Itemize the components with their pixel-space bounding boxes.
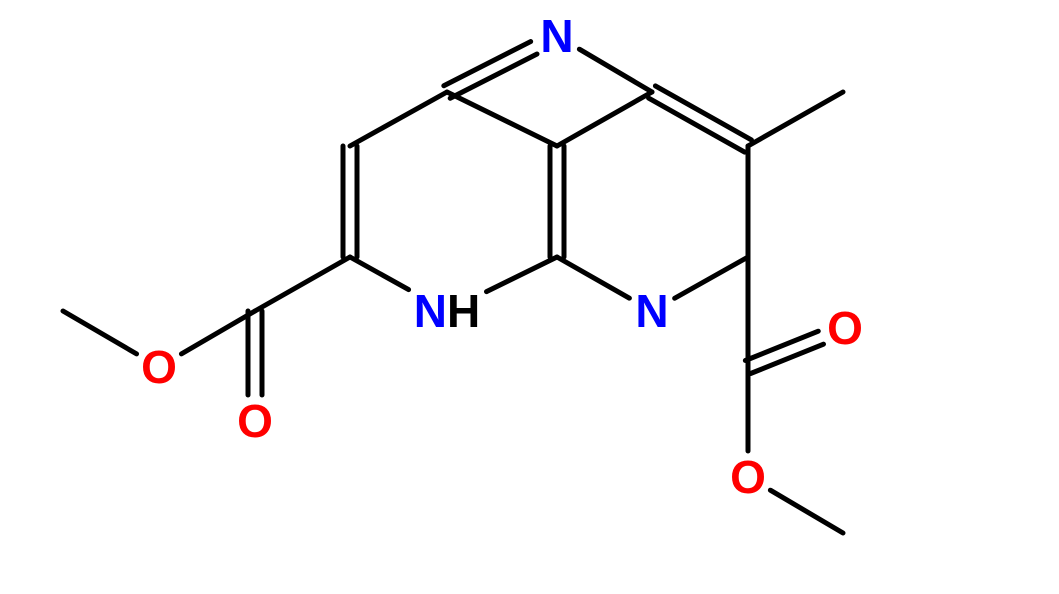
nitrogen-label: N bbox=[635, 285, 668, 337]
bond bbox=[447, 92, 557, 146]
bond bbox=[350, 92, 447, 146]
oxygen-label: O bbox=[827, 302, 863, 354]
oxygen-label: O bbox=[730, 451, 766, 503]
nitrogen-label: N bbox=[540, 10, 573, 62]
oxygen-label: O bbox=[141, 341, 177, 393]
bond bbox=[675, 257, 748, 298]
bond bbox=[579, 49, 652, 92]
bond bbox=[486, 257, 557, 292]
oxygen-label: O bbox=[237, 395, 273, 447]
bond bbox=[751, 344, 824, 373]
nitrogen-label: NH bbox=[414, 285, 480, 337]
bond bbox=[557, 257, 629, 298]
bond bbox=[748, 92, 843, 146]
bond bbox=[350, 257, 409, 290]
bond bbox=[745, 331, 818, 360]
molecule-diagram: O O NH N N O O bbox=[0, 0, 1059, 594]
bond bbox=[557, 92, 652, 146]
bond bbox=[181, 311, 255, 354]
bond bbox=[63, 311, 137, 354]
bond bbox=[770, 490, 843, 533]
bond bbox=[255, 257, 350, 311]
